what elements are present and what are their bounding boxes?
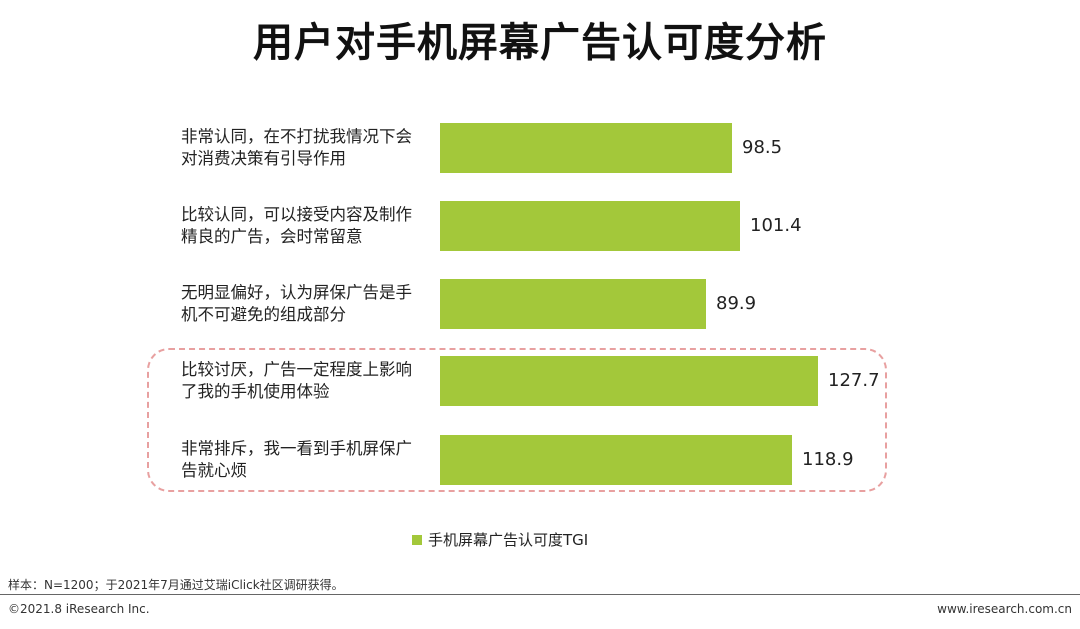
legend: 手机屏幕广告认可度TGI	[412, 529, 588, 550]
bar-value-label: 98.5	[742, 137, 783, 158]
bar	[440, 201, 740, 251]
bar	[440, 435, 792, 485]
legend-swatch	[412, 534, 422, 545]
bar-value-label: 89.9	[716, 293, 757, 314]
bar	[440, 279, 706, 329]
category-label: 无明显偏好，认为屏保广告是手 机不可避免的组成部分	[181, 283, 412, 324]
bar	[440, 123, 732, 173]
footer-divider	[0, 594, 1080, 595]
category-label: 比较讨厌，广告一定程度上影响 了我的手机使用体验	[181, 360, 412, 401]
bar	[440, 356, 818, 406]
copyright: ©2021.8 iResearch Inc.	[8, 602, 150, 616]
highlight-box	[147, 348, 887, 492]
bar-value-label: 127.7	[828, 370, 880, 391]
legend-label: 手机屏幕广告认可度TGI	[428, 531, 589, 549]
category-label: 非常排斥，我一看到手机屏保广 告就心烦	[181, 439, 412, 480]
site-url: www.iresearch.com.cn	[937, 602, 1072, 616]
bar-value-label: 101.4	[750, 215, 802, 236]
bar-value-label: 118.9	[802, 449, 854, 470]
page-title: 用户对手机屏幕广告认可度分析	[253, 20, 827, 66]
category-label: 比较认同，可以接受内容及制作 精良的广告，会时常留意	[181, 205, 412, 246]
sample-note: 样本：N=1200；于2021年7月通过艾瑞iClick社区调研获得。	[8, 578, 344, 592]
category-label: 非常认同，在不打扰我情况下会 对消费决策有引导作用	[181, 127, 412, 168]
